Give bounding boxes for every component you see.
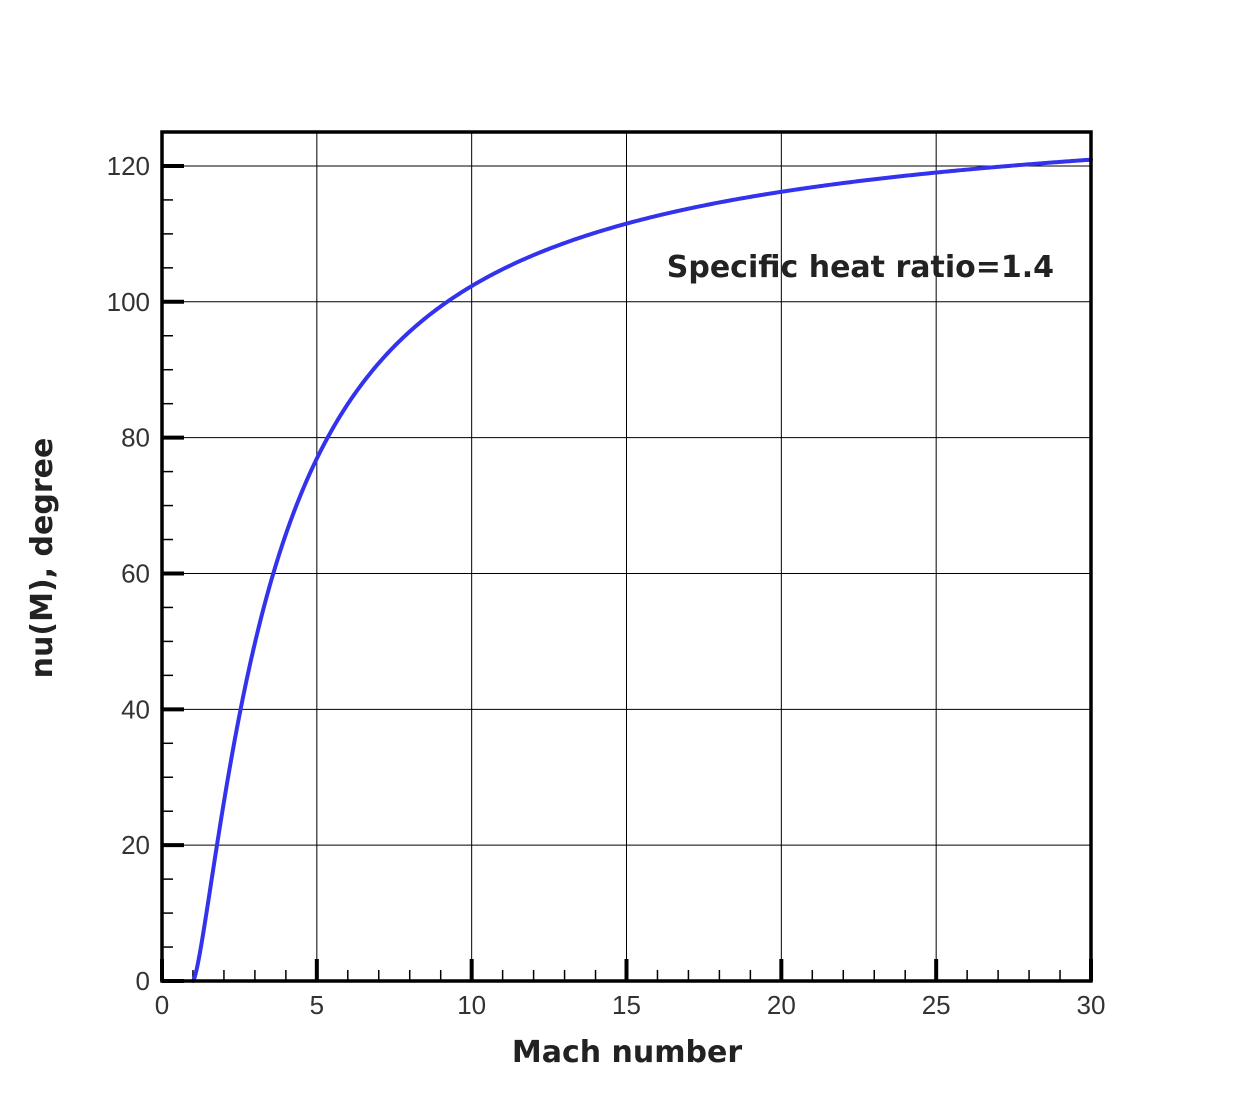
grid <box>162 132 1091 981</box>
y-tick-label: 100 <box>107 287 150 317</box>
y-tick-label: 40 <box>121 694 150 724</box>
series-line-nu <box>190 157 1093 983</box>
y-tick-label: 80 <box>121 423 150 453</box>
y-tick-label: 120 <box>107 151 150 181</box>
x-tick-label: 25 <box>922 990 951 1020</box>
x-tick-label: 5 <box>310 990 324 1020</box>
y-axis-title: nu(M), degree <box>25 438 60 679</box>
x-tick-label: 30 <box>1077 990 1106 1020</box>
x-tick-labels: 0 5 10 15 20 25 30 <box>155 990 1106 1020</box>
x-axis-title: Mach number <box>512 1035 742 1070</box>
x-tick-label: 20 <box>767 990 796 1020</box>
x-tick-label: 0 <box>155 990 169 1020</box>
plot-frame <box>160 130 1093 983</box>
annotation-specific-heat-ratio: Specific heat ratio=1.4 <box>667 250 1054 285</box>
x-tick-label: 15 <box>612 990 641 1020</box>
y-tick-labels: 0 20 40 60 80 100 120 <box>107 151 150 996</box>
y-tick-label: 0 <box>136 966 150 996</box>
minor-ticks <box>162 199 1061 981</box>
series-layer <box>190 157 1093 983</box>
y-tick-label: 60 <box>121 558 150 588</box>
x-tick-label: 10 <box>457 990 486 1020</box>
y-tick-label: 20 <box>121 830 150 860</box>
